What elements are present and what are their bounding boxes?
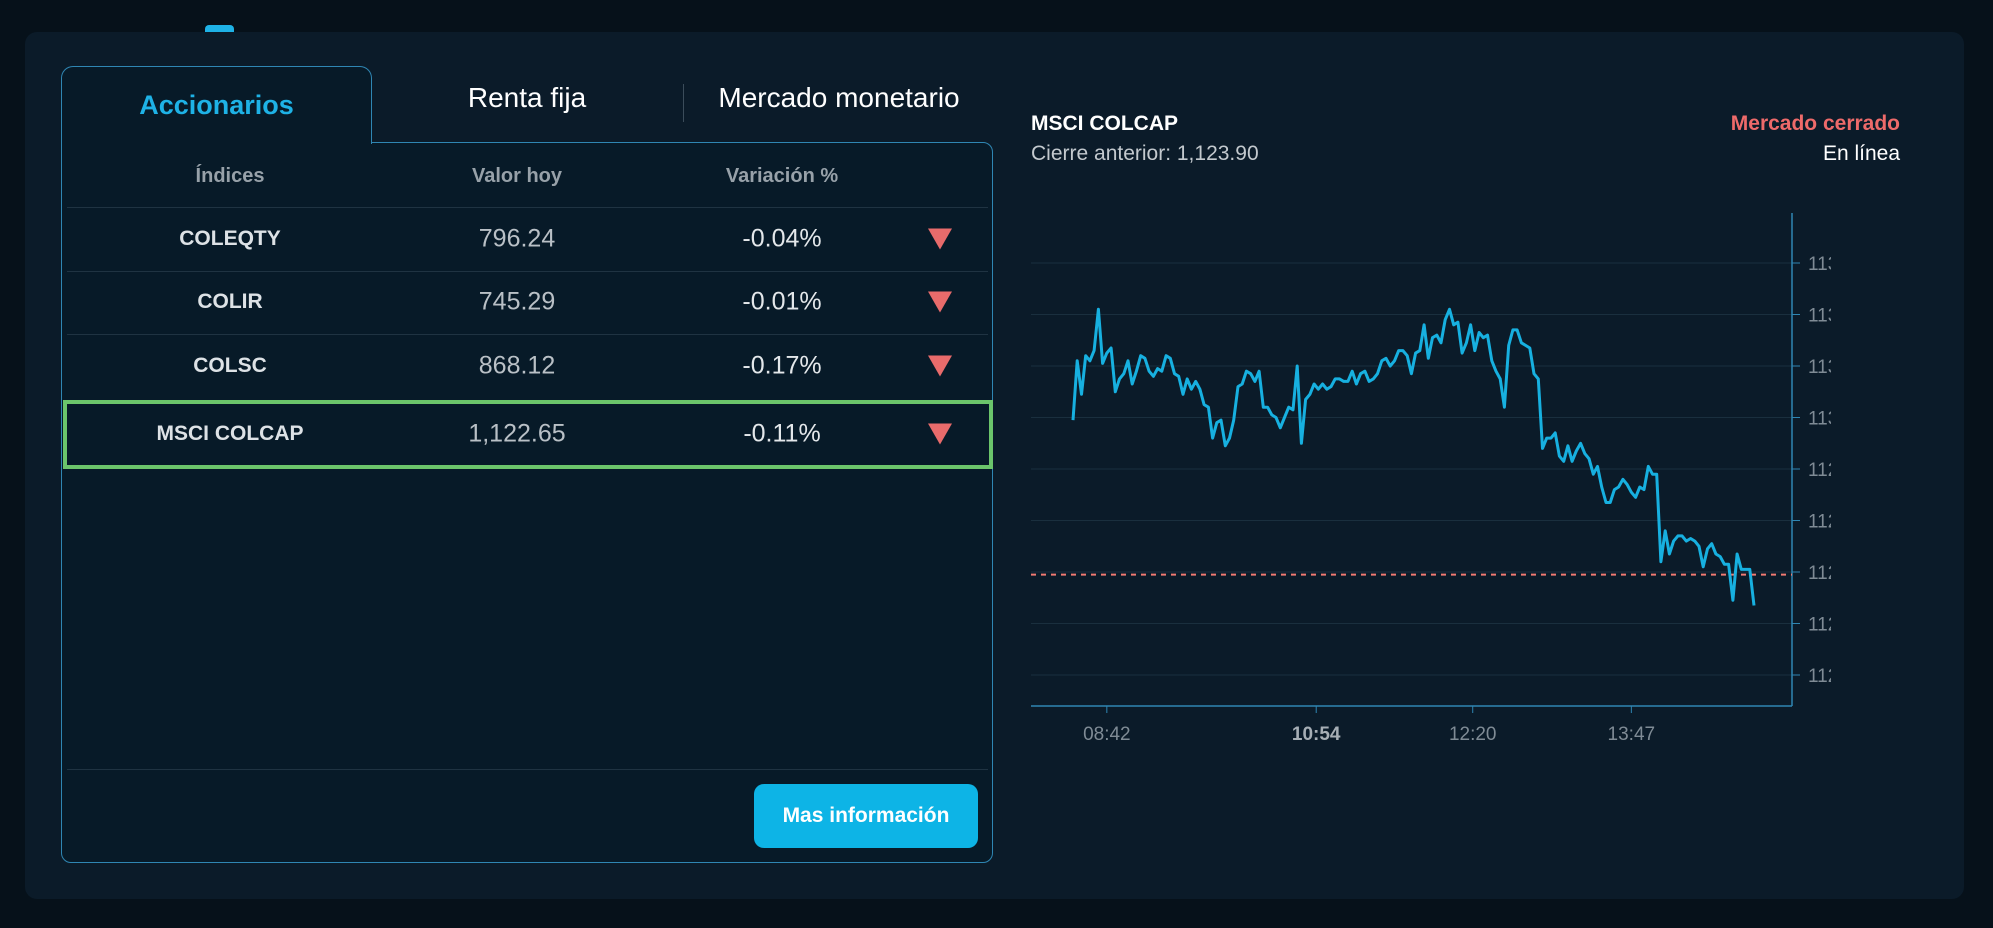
divider: [67, 334, 988, 335]
previous-close: Cierre anterior: 1,123.90: [1031, 142, 1259, 165]
y-tick-label: 1126.00: [1808, 512, 1831, 533]
price-chart[interactable]: 1120.00 1122.00 1124.00 1126.00 1128.00 1130.…: [1031, 200, 1831, 760]
index-value: 745.29: [478, 287, 556, 316]
x-tick-label: 12:20: [1449, 724, 1497, 745]
index-value: 1,122.65: [468, 419, 566, 448]
down-arrow-icon: [928, 228, 952, 250]
tab-divider: [683, 84, 684, 122]
y-tick-label: 1130.00: [1808, 409, 1831, 430]
index-variation: -0.17%: [742, 351, 822, 380]
index-variation: -0.04%: [742, 224, 822, 253]
divider: [67, 207, 988, 208]
tab-renta-fija[interactable]: Renta fija: [467, 82, 587, 113]
market-status: Mercado cerrado: [1730, 112, 1900, 135]
divider: [67, 271, 988, 272]
index-value: 868.12: [478, 351, 556, 380]
price-series-line: [1071, 307, 1756, 606]
index-name: COLEQTY: [179, 227, 281, 250]
chart-title: MSCI COLCAP: [1031, 112, 1178, 135]
footer-divider: [67, 769, 988, 770]
header-valor-hoy: Valor hoy: [471, 165, 563, 187]
down-arrow-icon: [928, 355, 952, 377]
index-variation: -0.01%: [742, 287, 822, 316]
index-value: 796.24: [478, 224, 556, 253]
index-name: COLIR: [197, 290, 263, 313]
online-status: En línea: [1822, 142, 1900, 165]
selected-row-highlight[interactable]: [63, 400, 993, 469]
y-tick-label: 1122.00: [1808, 615, 1831, 636]
index-name: MSCI COLCAP: [156, 422, 304, 445]
y-tick-label: 1120.00: [1808, 666, 1831, 687]
down-arrow-icon: [928, 291, 952, 313]
y-tick-label: 1134.00: [1808, 306, 1831, 327]
indices-panel: [61, 142, 993, 863]
y-tick-label: 1136.00: [1808, 254, 1831, 275]
more-info-button[interactable]: Mas información: [754, 784, 978, 848]
header-indices: Índices: [195, 165, 265, 187]
tab-accionarios[interactable]: Accionarios: [61, 66, 372, 144]
y-tick-label: 1124.00: [1808, 563, 1831, 584]
x-tick-label: 08:42: [1083, 724, 1131, 745]
x-tick-label: 13:47: [1608, 724, 1656, 745]
y-tick-label: 1132.00: [1808, 357, 1831, 378]
down-arrow-icon: [928, 423, 952, 445]
x-tick-label: 10:54: [1292, 724, 1341, 745]
tab-mercado-monetario[interactable]: Mercado monetario: [718, 82, 960, 113]
top-indicator: [205, 25, 234, 35]
header-variacion: Variación %: [725, 165, 839, 187]
y-tick-label: 1128.00: [1808, 460, 1831, 481]
index-name: COLSC: [193, 354, 267, 377]
index-variation: -0.11%: [743, 419, 821, 448]
